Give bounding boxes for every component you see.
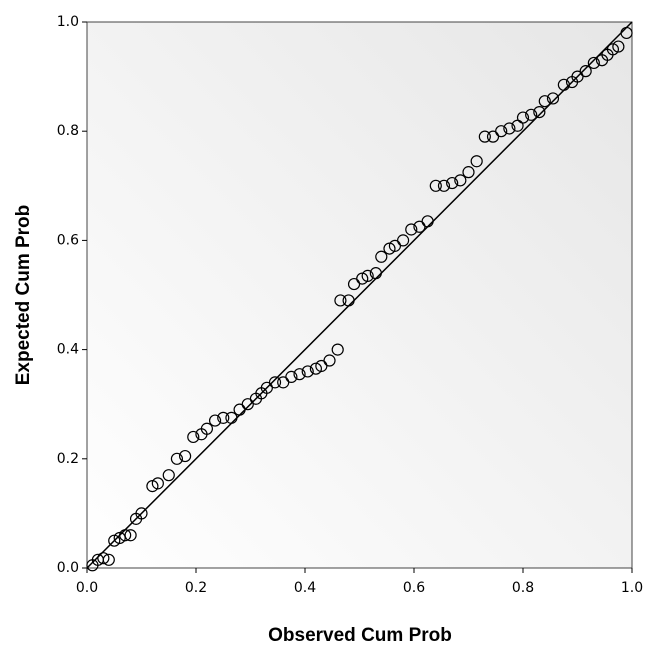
point <box>124 529 137 542</box>
point <box>405 223 418 236</box>
point <box>119 529 132 542</box>
y-tick-label: 0.0 <box>57 560 79 576</box>
point <box>606 43 620 56</box>
point <box>102 553 115 566</box>
point <box>293 368 306 381</box>
y-axis-title: Expected Cum Prob <box>13 205 34 386</box>
point <box>285 370 298 383</box>
point <box>369 267 382 280</box>
point <box>217 411 230 424</box>
point <box>208 414 222 427</box>
point <box>170 452 184 465</box>
point <box>356 272 369 285</box>
point <box>301 365 314 378</box>
point <box>268 376 282 389</box>
point <box>323 354 336 367</box>
point <box>187 430 200 444</box>
point <box>446 176 459 190</box>
point <box>334 294 347 307</box>
point <box>538 95 551 108</box>
point <box>421 215 434 228</box>
point <box>620 26 633 40</box>
point <box>309 362 322 375</box>
point <box>397 234 410 247</box>
point <box>470 155 483 168</box>
x-tick-label: 0.2 <box>185 580 207 596</box>
x-tick-label: 0.6 <box>403 580 425 596</box>
point <box>361 269 374 282</box>
x-tick-label: 0.4 <box>294 580 316 596</box>
point <box>146 480 159 493</box>
point <box>331 343 344 356</box>
y-tick-label: 1.0 <box>57 14 79 30</box>
point <box>525 108 538 121</box>
y-tick-label: 0.8 <box>57 123 79 139</box>
point <box>437 179 451 192</box>
x-axis-title: Observed Cum Prob <box>268 625 452 646</box>
point <box>478 130 491 143</box>
point <box>546 92 560 105</box>
y-tick-label: 0.2 <box>57 451 79 467</box>
point <box>503 122 516 135</box>
point <box>454 174 467 187</box>
point <box>179 449 192 463</box>
point <box>429 179 442 192</box>
x-tick-label: 1.0 <box>621 580 643 596</box>
point <box>151 477 164 490</box>
x-tick-label: 0.8 <box>512 580 534 596</box>
y-tick-label: 0.6 <box>57 232 79 248</box>
point <box>108 534 121 547</box>
point <box>462 166 475 179</box>
point <box>579 65 592 78</box>
point <box>612 40 625 53</box>
point <box>97 552 110 565</box>
point <box>375 250 388 263</box>
point <box>383 242 396 255</box>
point <box>557 78 570 91</box>
y-tick-label: 0.4 <box>57 342 79 358</box>
point <box>587 56 600 70</box>
point <box>162 469 175 482</box>
point <box>495 125 508 138</box>
point <box>342 294 355 307</box>
point <box>225 411 238 424</box>
point <box>516 111 530 124</box>
x-tick-label: 0.0 <box>76 580 98 596</box>
point <box>533 105 546 119</box>
reference-line <box>86 21 633 569</box>
point <box>200 422 213 435</box>
point <box>135 507 148 520</box>
